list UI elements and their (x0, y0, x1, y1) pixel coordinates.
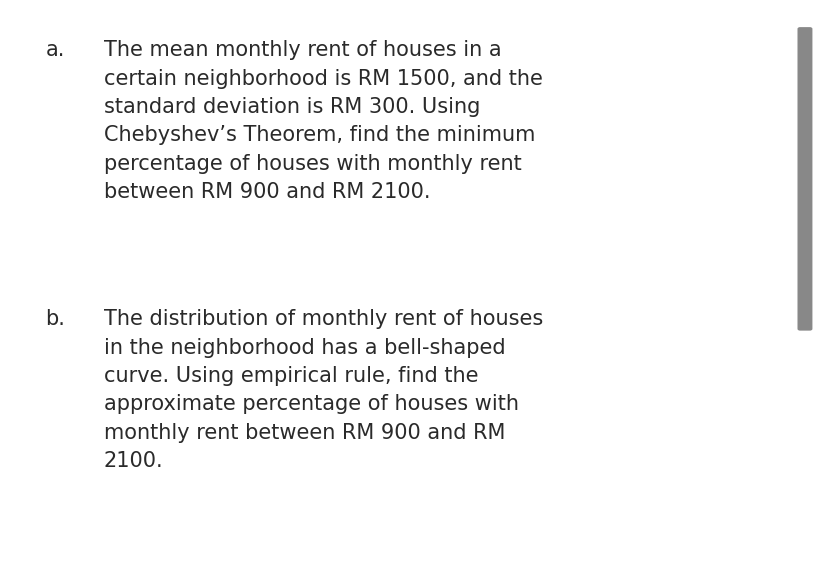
Text: a.: a. (46, 40, 65, 61)
Text: The distribution of monthly rent of houses
in the neighborhood has a bell-shaped: The distribution of monthly rent of hous… (104, 309, 542, 471)
Text: b.: b. (46, 309, 65, 329)
Text: The mean monthly rent of houses in a
certain neighborhood is RM 1500, and the
st: The mean monthly rent of houses in a cer… (104, 40, 542, 202)
